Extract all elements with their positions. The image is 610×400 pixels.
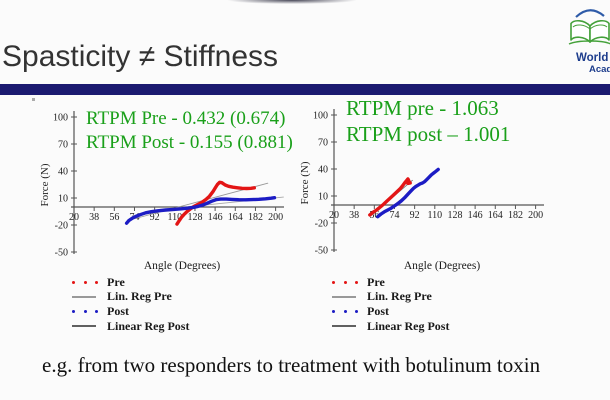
legend-label: Lin. Reg Pre (107, 289, 172, 304)
top-edge-artifact (228, 0, 356, 4)
logo-text-acad: Acad (589, 64, 610, 75)
y-tick-label: -50 (315, 246, 328, 257)
legend-item-post: Post (70, 304, 294, 319)
x-tick-label: 200 (528, 210, 543, 221)
y-axis-label: Force (N) (299, 161, 311, 204)
y-tick-label: 100 (313, 111, 328, 122)
y-tick-label: -20 (315, 219, 328, 230)
rtpm-value-line: RTPM Post - 0.155 (0.881) (86, 131, 293, 153)
legend-label: Lin. Reg Pre (367, 289, 432, 304)
x-tick-label: 20 (329, 210, 339, 221)
x-tick-label: 182 (508, 210, 523, 221)
x-tick-label: 38 (349, 210, 359, 221)
x-tick-label: 182 (248, 212, 263, 223)
legend-item-pre: Pre (330, 275, 554, 290)
x-axis-label: Angle (Degrees) (143, 260, 221, 272)
x-tick-label: 74 (389, 210, 399, 221)
y-tick-label: 100 (53, 113, 68, 124)
world-academy-logo: World Acad (568, 9, 610, 75)
x-tick-label: 110 (167, 212, 182, 223)
x-tick-label: 128 (447, 210, 462, 221)
legend-item-lin-reg-pre: Lin. Reg Pre (330, 289, 554, 305)
legend-right: Angle (Degrees) Pre Lin. Reg Pre Post Linear… (330, 260, 554, 333)
dotted-line-marker-icon (332, 309, 358, 313)
series-pre (368, 177, 412, 217)
solid-line-marker-icon (72, 325, 98, 327)
dotted-line-marker-icon (72, 309, 98, 313)
rtpm-value-line: RTPM Pre - 0.432 (0.674) (86, 108, 286, 129)
x-tick-label: 56 (109, 212, 119, 223)
x-tick-label: 20 (69, 212, 79, 223)
legend-label: Post (107, 303, 129, 318)
y-tick-label: 10 (318, 192, 328, 203)
legend-label: Linear Reg Post (367, 318, 450, 333)
logo-text-world: World (576, 52, 608, 64)
y-tick-label: -50 (55, 248, 68, 259)
legend-label: Pre (107, 274, 125, 289)
legend-item-linear-reg-post: Linear Reg Post (330, 319, 554, 334)
x-tick-label: 164 (488, 210, 503, 221)
series-pre (175, 180, 257, 226)
x-tick-label: 92 (150, 212, 160, 223)
y-axis-label: Force (N) (39, 163, 51, 206)
logo-arc-icon (575, 9, 605, 18)
y-tick-label: 10 (58, 194, 68, 205)
legend-item-lin-reg-pre: Lin. Reg Pre (70, 289, 294, 305)
legend-item-post: Post (330, 304, 554, 319)
legend-left: Angle (Degrees) Pre Lin. Reg Pre Post Linear… (70, 260, 294, 333)
legend-label: Post (367, 303, 389, 318)
legend-item-pre: Pre (70, 275, 294, 290)
open-book-icon (568, 20, 610, 45)
y-tick-label: 40 (318, 165, 328, 176)
rtpm-value-line: RTPM post – 1.001 (346, 122, 511, 147)
x-tick-label: 110 (427, 210, 442, 221)
solid-line-marker-icon (72, 296, 98, 298)
dotted-line-marker-icon (332, 280, 358, 284)
solid-line-marker-icon (332, 296, 358, 298)
caption: e.g. from two responders to treatment wi… (42, 353, 541, 377)
x-tick-label: 56 (369, 210, 379, 221)
y-tick-label: -20 (55, 221, 68, 232)
y-tick-label: 70 (58, 140, 68, 151)
legend-label: Pre (367, 274, 385, 289)
y-tick-label: 40 (58, 167, 68, 178)
rtpm-annotation-left: RTPM Pre - 0.432 (0.674) RTPM Post - 0.15… (86, 107, 293, 155)
header-divider (0, 84, 610, 95)
solid-line-marker-icon (332, 325, 358, 327)
x-tick-label: 146 (208, 212, 223, 223)
x-tick-label: 92 (410, 210, 420, 221)
artifact-dot (32, 98, 35, 101)
y-tick-label: 70 (318, 138, 328, 149)
x-tick-label: 164 (228, 212, 243, 223)
series-post (124, 195, 277, 225)
rtpm-annotation-right: RTPM pre - 1.063 RTPM post – 1.001 (346, 95, 510, 148)
rtpm-value-line: RTPM pre - 1.063 (346, 96, 499, 120)
legend-label: Linear Reg Post (107, 318, 190, 333)
x-tick-label: 38 (89, 212, 99, 223)
legend-item-linear-reg-post: Linear Reg Post (70, 319, 294, 334)
x-tick-label: 146 (468, 210, 483, 221)
x-tick-label: 200 (268, 212, 283, 223)
x-axis-label: Angle (Degrees) (403, 260, 481, 272)
series-post (375, 167, 440, 219)
chart-right-force-vs-angle: 100 70 40 10 -20 -50 20 38 56 74 92 110 128 146 164 182… (299, 109, 544, 257)
x-tick-label: 128 (187, 212, 202, 223)
dotted-line-marker-icon (72, 280, 98, 284)
page-title: Spasticity ≠ Stiffness (2, 40, 279, 73)
